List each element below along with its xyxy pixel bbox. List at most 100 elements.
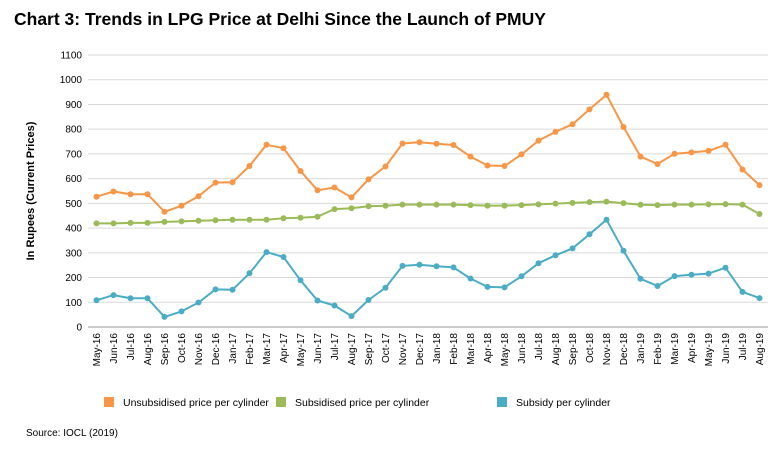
data-point bbox=[399, 140, 406, 147]
data-point bbox=[161, 313, 168, 320]
data-point bbox=[467, 153, 474, 160]
data-point bbox=[331, 184, 338, 191]
x-tick-label: Sep-17 bbox=[364, 333, 375, 366]
data-point bbox=[331, 206, 338, 213]
y-tick-label: 700 bbox=[65, 149, 82, 160]
data-point bbox=[705, 270, 712, 277]
y-axis-label: In Rupees (Current Prices) bbox=[25, 121, 37, 260]
source-note: Source: IOCL (2019) bbox=[26, 428, 118, 439]
data-point bbox=[450, 264, 457, 271]
data-point bbox=[195, 217, 202, 224]
data-point bbox=[518, 202, 525, 209]
data-point bbox=[263, 249, 270, 256]
data-point bbox=[195, 299, 202, 306]
y-tick-label: 200 bbox=[65, 273, 82, 284]
data-point bbox=[620, 200, 627, 207]
data-point bbox=[263, 216, 270, 223]
data-point bbox=[144, 219, 151, 226]
data-point bbox=[229, 286, 236, 293]
series-group bbox=[93, 91, 763, 320]
data-point bbox=[382, 163, 389, 170]
x-tick-label: May-16 bbox=[92, 333, 103, 367]
y-tick-label: 100 bbox=[65, 298, 82, 309]
data-point bbox=[416, 139, 423, 146]
x-tick-label: May-19 bbox=[704, 333, 715, 367]
data-point bbox=[671, 150, 678, 157]
x-tick-label: Mar-19 bbox=[670, 333, 681, 365]
series-3 bbox=[93, 216, 763, 320]
x-tick-label: Sep-18 bbox=[568, 333, 579, 366]
x-tick-label: Jun-19 bbox=[721, 333, 732, 364]
data-point bbox=[365, 203, 372, 210]
x-tick-label: Nov-18 bbox=[602, 333, 613, 366]
data-point bbox=[484, 202, 491, 209]
data-point bbox=[246, 216, 253, 223]
data-point bbox=[246, 270, 253, 277]
data-point bbox=[722, 201, 729, 208]
data-point bbox=[722, 141, 729, 148]
data-point bbox=[433, 263, 440, 270]
x-tick-label: May-17 bbox=[296, 333, 307, 367]
data-point bbox=[314, 297, 321, 304]
data-point bbox=[637, 201, 644, 208]
data-point bbox=[569, 199, 576, 206]
legend-label: Subsidised price per cylinder bbox=[295, 397, 430, 409]
data-point bbox=[416, 261, 423, 268]
data-point bbox=[178, 202, 185, 209]
x-tick-label: Mar-17 bbox=[262, 333, 273, 365]
x-tick-label: Jan-17 bbox=[228, 333, 239, 364]
data-point bbox=[280, 145, 287, 152]
data-point bbox=[739, 166, 746, 173]
data-point bbox=[331, 302, 338, 309]
data-point bbox=[416, 201, 423, 208]
y-tick-label: 1000 bbox=[60, 75, 83, 86]
data-point bbox=[450, 142, 457, 148]
data-point bbox=[246, 163, 253, 169]
data-point bbox=[484, 283, 491, 290]
data-point bbox=[620, 124, 627, 130]
y-tick-label: 400 bbox=[65, 224, 82, 235]
legend-label: Subsidy per cylinder bbox=[516, 397, 611, 409]
data-point bbox=[144, 191, 151, 198]
data-point bbox=[144, 295, 151, 302]
data-point bbox=[484, 162, 491, 169]
y-tick-label: 900 bbox=[65, 100, 82, 111]
x-tick-label: Dec-16 bbox=[211, 333, 222, 366]
data-point bbox=[535, 260, 542, 267]
data-point bbox=[688, 149, 695, 156]
data-point bbox=[467, 275, 474, 282]
data-point bbox=[280, 254, 287, 260]
data-point bbox=[110, 292, 117, 299]
y-tick-label: 500 bbox=[65, 199, 82, 210]
y-tick-label: 1100 bbox=[60, 51, 82, 62]
data-point bbox=[365, 297, 372, 303]
data-point bbox=[348, 194, 355, 201]
x-tick-label: Aug-19 bbox=[755, 333, 766, 366]
data-point bbox=[501, 284, 508, 291]
series-line bbox=[96, 93, 761, 213]
data-point bbox=[603, 198, 610, 205]
x-tick-label: Feb-18 bbox=[449, 333, 460, 365]
data-point bbox=[127, 191, 134, 198]
x-tick-label: Jul-16 bbox=[126, 333, 137, 361]
data-point bbox=[705, 147, 712, 154]
x-tick-label: Aug-16 bbox=[143, 333, 154, 366]
data-point bbox=[280, 215, 287, 222]
y-tick-label: 0 bbox=[76, 323, 82, 334]
data-point bbox=[671, 273, 678, 280]
data-point bbox=[297, 168, 304, 174]
data-point bbox=[127, 295, 134, 302]
legend-swatch bbox=[276, 397, 286, 407]
x-tick-label: Feb-19 bbox=[653, 333, 664, 365]
data-point bbox=[501, 202, 508, 209]
data-point bbox=[637, 275, 644, 282]
data-point bbox=[382, 284, 389, 291]
chart-title: Chart 3: Trends in LPG Price at Delhi Si… bbox=[14, 9, 546, 29]
x-tick-label: Mar-18 bbox=[466, 333, 477, 365]
x-tick-label: Jun-16 bbox=[109, 333, 120, 364]
legend-swatch bbox=[104, 397, 114, 407]
x-tick-label: Nov-16 bbox=[194, 333, 205, 366]
data-point bbox=[212, 217, 219, 224]
data-point bbox=[688, 271, 695, 278]
line-chart: 0 100 200 300 400 500 600 700 800 900 1000 1100 May… bbox=[25, 51, 768, 409]
